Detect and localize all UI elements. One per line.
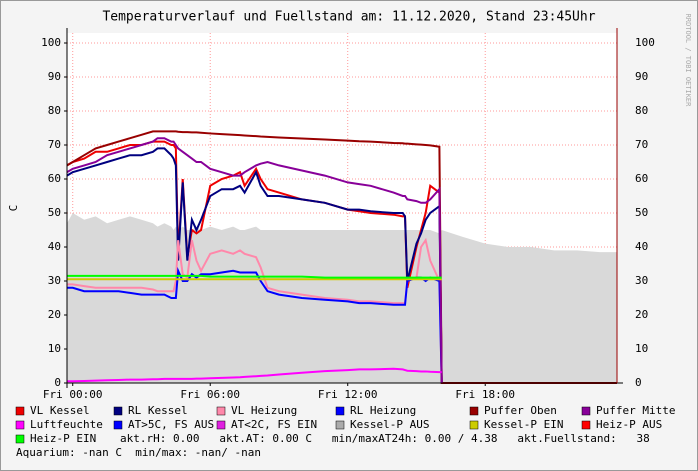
legend-label: Luftfeuchte <box>30 418 103 431</box>
legend-label: Puffer Oben <box>484 404 557 417</box>
legend-swatch <box>15 406 25 416</box>
legend-swatch <box>581 420 591 430</box>
legend-label: Heiz-P EIN <box>30 432 96 445</box>
legend-label: Puffer Mitte <box>596 404 675 417</box>
legend-label: VL Kessel <box>30 404 90 417</box>
chart-title: Temperaturverlauf und Fuellstand am: 11.… <box>102 10 595 25</box>
legend-swatch <box>469 406 479 416</box>
legend-label: Heiz-P AUS <box>596 418 662 431</box>
legend-swatch <box>469 420 479 430</box>
legend-swatch <box>581 406 591 416</box>
series-line <box>67 367 442 383</box>
y-axis-label: C <box>7 205 20 212</box>
axes <box>66 28 623 388</box>
series-line <box>67 274 442 279</box>
x-tick-label: Fri 18:00 <box>455 388 515 401</box>
x-tick-label: Fri 06:00 <box>180 388 240 401</box>
legend-swatch <box>335 420 345 430</box>
legend-swatch <box>15 420 25 430</box>
legend-label: VL Heizung <box>231 404 297 417</box>
y2-tick-label: 90 <box>635 70 648 83</box>
footer-text: akt.rH: 0.00 akt.AT: 0.00 C min/maxAT24h… <box>120 432 650 445</box>
y-tick-label: 100 <box>41 36 61 49</box>
legend: VL Kessel RL Kessel VL Heizung RL Heizung Pu… <box>15 404 675 459</box>
x-tick-label: Fri 12:00 <box>318 388 378 401</box>
series-line <box>66 137 443 384</box>
y-tick-label: 20 <box>48 308 61 321</box>
series-line <box>66 147 443 384</box>
y-tick-label: 60 <box>48 172 61 185</box>
y2-tick-label: 60 <box>635 172 648 185</box>
y-tick-label: 70 <box>48 138 61 151</box>
y-tick-label: 50 <box>48 206 61 219</box>
series-line <box>67 266 443 384</box>
legend-label: AT<2C, FS EIN <box>231 418 317 431</box>
y2-tick-label: 70 <box>635 138 648 151</box>
legend-label: RL Kessel <box>128 404 188 417</box>
y-tick-label: 40 <box>48 240 61 253</box>
legend-swatch <box>216 406 226 416</box>
y-tick-label: 80 <box>48 104 61 117</box>
legend-label: Kessel-P EIN <box>484 418 563 431</box>
y-tick-label: 0 <box>54 376 61 389</box>
y2-tick-label: 0 <box>635 376 642 389</box>
legend-label: Kessel-P AUS <box>350 418 429 431</box>
y2-tick-label: 20 <box>635 308 648 321</box>
legend-label: RL Heizung <box>350 404 416 417</box>
marks <box>66 130 617 384</box>
y-tick-label: 30 <box>48 274 61 287</box>
area <box>67 213 617 383</box>
y-tick-label: 10 <box>48 342 61 355</box>
y2-tick-label: 50 <box>635 206 648 219</box>
y-tick-label: 90 <box>48 70 61 83</box>
legend-swatch <box>335 406 345 416</box>
legend-swatch <box>113 420 123 430</box>
y2-tick-label: 100 <box>635 36 655 49</box>
footer-text: Aquarium: -nan C min/max: -nan/ -nan <box>16 446 261 459</box>
y2-tick-label: 40 <box>635 240 648 253</box>
y2-tick-label: 10 <box>635 342 648 355</box>
legend-swatch <box>216 420 226 430</box>
y2-tick-label: 80 <box>635 104 648 117</box>
legend-swatch <box>113 406 123 416</box>
legend-label: AT>5C, FS AUS <box>128 418 214 431</box>
y2-tick-label: 30 <box>635 274 648 287</box>
watermark: RRDTOOL / TOBI OETIKER <box>684 14 692 108</box>
legend-swatch <box>15 434 25 444</box>
x-tick-label: Fri 00:00 <box>43 388 103 401</box>
